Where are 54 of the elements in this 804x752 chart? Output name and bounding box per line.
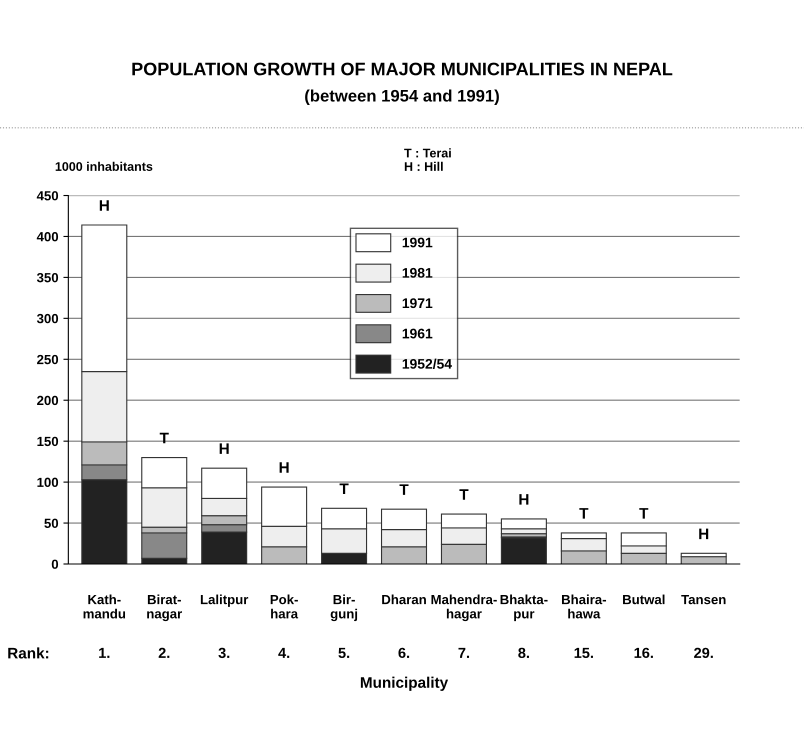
text: T : Terai H : Hill [404,148,451,171]
x-tick-label: Pok- hara [270,594,298,618]
x-tick-label: Tansen [681,595,726,604]
text: 8. [518,648,529,658]
annotation: T [459,489,468,500]
y-tick-label: 350 [36,272,58,282]
text: 6. [398,648,410,658]
text: Rank: [8,647,48,659]
y-tick-label: 50 [44,518,58,528]
annotation: H [100,200,109,211]
x-tick-label: Butwal [623,594,664,604]
annotation: T [160,432,169,444]
x-axis-title: Municipality [360,676,448,691]
x-tick-label: Birat- nagar [147,594,182,622]
annotation: H [280,462,289,473]
text: 7. [458,648,470,658]
x-tick-label: Kath- mandu [84,594,126,618]
annotation: T [639,508,648,519]
y-tick-label: 450 [36,191,58,200]
text: 4. [278,648,290,658]
x-tick-label: Bhaira- hawa [562,594,606,618]
text: 29. [694,648,713,658]
x-tick-label: Bhakta- pur [500,594,548,622]
y-tick-label: 400 [36,232,58,242]
annotation: T [400,484,409,495]
legend-label: 1991 [402,238,432,248]
chart-title: POPULATION GROWTH OF MAJOR MUNICIPALITIES IN NEPAL [132,62,672,76]
annotation: T [579,508,588,519]
y-tick-label: 250 [37,354,58,364]
annotation: H [519,494,528,505]
legend-label: 1971 [402,298,432,308]
legend-label: 1981 [402,268,432,278]
text: 3. [218,648,230,658]
text: 2. [158,648,170,658]
chart-subtitle: (between 1954 and 1991) [305,89,499,105]
y-tick-label: 0 [52,560,58,569]
annotation: H [220,443,229,454]
y-tick-label: 300 [36,314,58,324]
annotation: H [699,528,708,540]
legend-label: 1961 [402,328,432,338]
text: 16. [634,648,653,658]
x-tick-label: Lalitpur [200,594,248,607]
x-tick-label: Bir- gunj [330,594,358,622]
text: 1. [99,648,110,658]
y-tick-label: 200 [37,396,58,406]
x-tick-label: Dharan [382,594,426,604]
x-tick-label: Mahendra- hagar [431,594,497,622]
text: 15. [574,648,593,658]
y-tick-label: 150 [37,436,58,446]
annotation: T [340,484,349,494]
legend-label: 1952/54 [402,358,452,369]
y-tick-label: 100 [37,478,58,488]
y-axis-title: 1000 inhabitants [56,162,152,171]
text: 5. [338,648,350,658]
